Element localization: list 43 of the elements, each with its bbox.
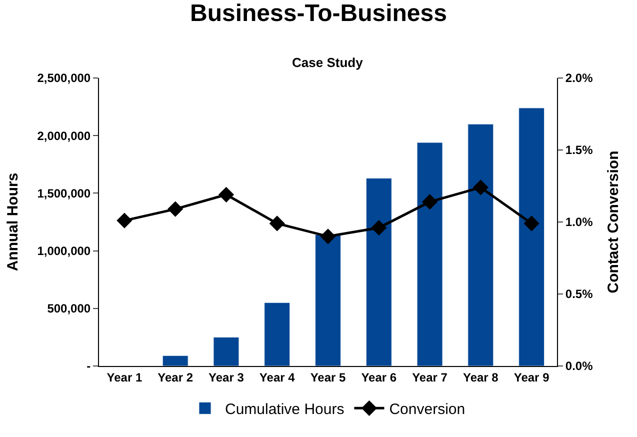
y-tick-label: - bbox=[86, 359, 91, 374]
bar bbox=[213, 336, 240, 366]
y2-tick-label: 2.0% bbox=[565, 71, 594, 86]
x-tick-label: Year 6 bbox=[361, 370, 397, 384]
y2-tick-label: 0.0% bbox=[565, 359, 594, 374]
x-tick-label: Year 2 bbox=[158, 370, 194, 384]
point bbox=[422, 194, 438, 210]
chart-title: Business-To-Business bbox=[190, 0, 447, 28]
y2-tick-label: 1.0% bbox=[565, 215, 594, 230]
x-tick-label: Year 8 bbox=[462, 370, 499, 384]
y-tick-label: 1,000,000 bbox=[37, 244, 91, 258]
legend-label: Conversion bbox=[389, 401, 466, 418]
y2-tick-label: 0.5% bbox=[565, 287, 594, 302]
x-tick-label: Year 3 bbox=[208, 370, 244, 384]
point bbox=[320, 228, 336, 244]
bar bbox=[315, 234, 341, 366]
y-tick-label: 2,500,000 bbox=[37, 71, 91, 86]
point bbox=[269, 216, 285, 232]
bar bbox=[518, 108, 545, 366]
x-tick-label: Year 5 bbox=[310, 370, 346, 384]
chart-subtitle: Case Study bbox=[292, 55, 364, 70]
bar bbox=[366, 178, 392, 366]
point bbox=[218, 186, 234, 202]
point bbox=[472, 180, 488, 196]
x-tick-label: Year 7 bbox=[412, 370, 448, 384]
bar bbox=[416, 142, 443, 366]
y-tick-label: 2,000,000 bbox=[37, 128, 91, 143]
bar bbox=[264, 302, 290, 366]
x-tick-label: Year 9 bbox=[514, 370, 550, 384]
y2-axis-title: Contact Conversion bbox=[605, 150, 622, 294]
point bbox=[168, 201, 184, 217]
point bbox=[371, 220, 387, 236]
legend-label: Cumulative Hours bbox=[225, 401, 344, 418]
x-tick-label: Year 4 bbox=[259, 370, 296, 384]
point bbox=[116, 212, 132, 228]
y-tick-label: 500,000 bbox=[47, 302, 91, 316]
bar bbox=[162, 355, 188, 366]
y-axis-title: Annual Hours bbox=[4, 172, 22, 272]
y-tick-label: 1,500,000 bbox=[37, 186, 91, 200]
x-tick-label: Year 1 bbox=[106, 370, 142, 384]
bar bbox=[468, 124, 494, 366]
y2-tick-label: 1.5% bbox=[565, 143, 594, 158]
point bbox=[524, 216, 540, 232]
